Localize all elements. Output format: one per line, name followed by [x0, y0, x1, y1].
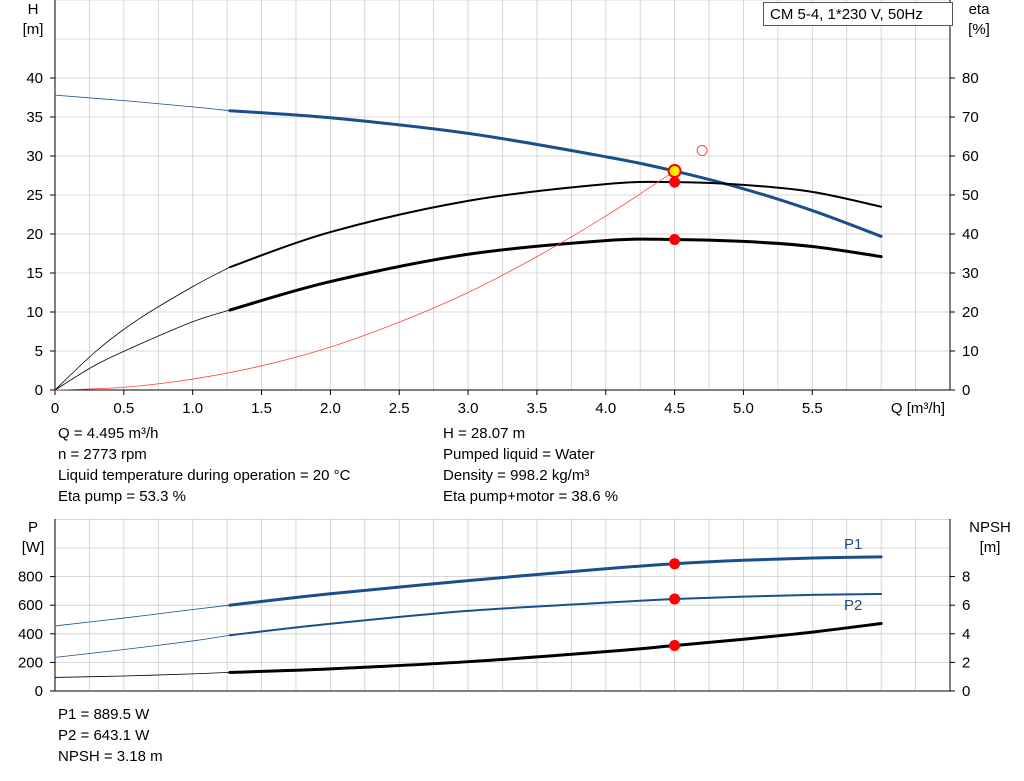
y2-tick-label: 20 [962, 304, 979, 321]
operating-point-marker [669, 233, 681, 245]
x-tick-label: 4.5 [664, 400, 685, 417]
info-left-top: Q = 4.495 m³/h n = 2773 rpm Liquid tempe… [58, 423, 350, 507]
y-tick-label: 600 [18, 597, 43, 614]
power-npsh-chart: 0 200 400 600 800 0 2 4 6 8 P [W] NPSH [m] P1 P2 [18, 519, 1011, 700]
y-tick-label: 10 [26, 304, 43, 321]
duty-point-marker [667, 164, 682, 179]
y2-tick-label: 4 [962, 626, 970, 643]
x-tick-label: 5.0 [733, 400, 754, 417]
y-axis-label: H [28, 1, 39, 18]
operating-point-marker [669, 558, 681, 570]
y2-tick-label: 6 [962, 597, 970, 614]
liquid-value: Pumped liquid = Water [443, 446, 595, 463]
curve-thin [54, 604, 231, 627]
y-tick-label: 35 [26, 109, 43, 126]
npsh-value: NPSH = 3.18 m [58, 748, 163, 765]
y-axis-unit: [W] [22, 539, 45, 556]
curve-thin [54, 309, 231, 391]
curve-thin [54, 634, 231, 658]
p2-value: P2 = 643.1 W [58, 727, 150, 744]
x-axis-label: Q [m³/h] [891, 400, 945, 417]
x-tick-label: 1.5 [251, 400, 272, 417]
curve-thin [54, 266, 231, 391]
y-tick-label: 200 [18, 654, 43, 671]
pump-label: CM 5-4, 1*230 V, 50Hz [763, 2, 953, 26]
x-tick-label: 1.0 [182, 400, 203, 417]
x-tick-label: 3.0 [458, 400, 479, 417]
y-tick-label: 400 [18, 626, 43, 643]
curve-hair [54, 170, 676, 391]
curve-p2 [228, 593, 883, 637]
operating-point-marker [669, 176, 681, 188]
y2-tick-label: 2 [962, 654, 970, 671]
y-axis-label: P [28, 519, 38, 536]
y2-tick-label: 50 [962, 187, 979, 204]
y-tick-label: 30 [26, 148, 43, 165]
y2-tick-label: 8 [962, 569, 970, 586]
x-tick-label: 0 [51, 400, 59, 417]
head-efficiency-chart: 0 5 10 15 20 25 30 35 40 0 10 20 30 40 50 60 70 80 H [m] eta… [23, 0, 991, 417]
curve-thick [228, 237, 883, 312]
x-tick-label: 3.5 [526, 400, 547, 417]
y-tick-label: 15 [26, 265, 43, 282]
info-bottom: P1 = 889.5 W P2 = 643.1 W NPSH = 3.18 m [58, 704, 163, 767]
y-tick-label: 5 [35, 343, 43, 360]
y-tick-label: 800 [18, 569, 43, 586]
y-tick-label: 0 [35, 683, 43, 700]
y2-axis-unit: [%] [968, 21, 990, 38]
y2-axis-label: eta [969, 1, 991, 18]
x-tick-label: 2.0 [320, 400, 341, 417]
curve-p1 [228, 555, 883, 607]
operating-point-marker [669, 593, 681, 605]
eta-total-value: Eta pump+motor = 38.6 % [443, 488, 619, 505]
curve-thin [54, 672, 231, 678]
density-value: Density = 998.2 kg/m³ [443, 467, 590, 484]
x-tick-label: 4.0 [595, 400, 616, 417]
y2-tick-label: 40 [962, 226, 979, 243]
head-value: H = 28.07 m [443, 425, 526, 442]
y-tick-label: 20 [26, 226, 43, 243]
speed-value: n = 2773 rpm [58, 446, 147, 463]
y2-axis-unit: [m] [980, 539, 1001, 556]
operating-point-marker [669, 640, 681, 652]
series-label-p1: P1 [844, 536, 862, 553]
y-tick-label: 0 [35, 382, 43, 399]
y-tick-label: 40 [26, 70, 43, 87]
y2-tick-label: 60 [962, 148, 979, 165]
curve-thick [228, 622, 883, 674]
y2-tick-label: 70 [962, 109, 979, 126]
series-label-p2: P2 [844, 597, 862, 614]
curve-medium [228, 180, 883, 269]
p1-value: P1 = 889.5 W [58, 706, 150, 723]
y2-tick-label: 0 [962, 382, 970, 399]
eta-pump-value: Eta pump = 53.3 % [58, 488, 186, 505]
y2-tick-label: 30 [962, 265, 979, 282]
temperature-value: Liquid temperature during operation = 20… [58, 467, 351, 484]
x-tick-label: 0.5 [113, 400, 134, 417]
info-right-top: H = 28.07 m Pumped liquid = Water Densit… [443, 423, 618, 507]
x-tick-label: 2.5 [389, 400, 410, 417]
y2-tick-label: 10 [962, 343, 979, 360]
y-tick-label: 25 [26, 187, 43, 204]
y2-tick-label: 0 [962, 683, 970, 700]
x-tick-label: 5.5 [802, 400, 823, 417]
y2-tick-label: 80 [962, 70, 979, 87]
flow-value: Q = 4.495 m³/h [58, 425, 159, 442]
curve-thin [54, 94, 231, 112]
y2-axis-label: NPSH [969, 519, 1011, 536]
curve-thick [228, 109, 883, 238]
y-axis-unit: [m] [23, 21, 44, 38]
open-circle-marker [696, 145, 708, 157]
